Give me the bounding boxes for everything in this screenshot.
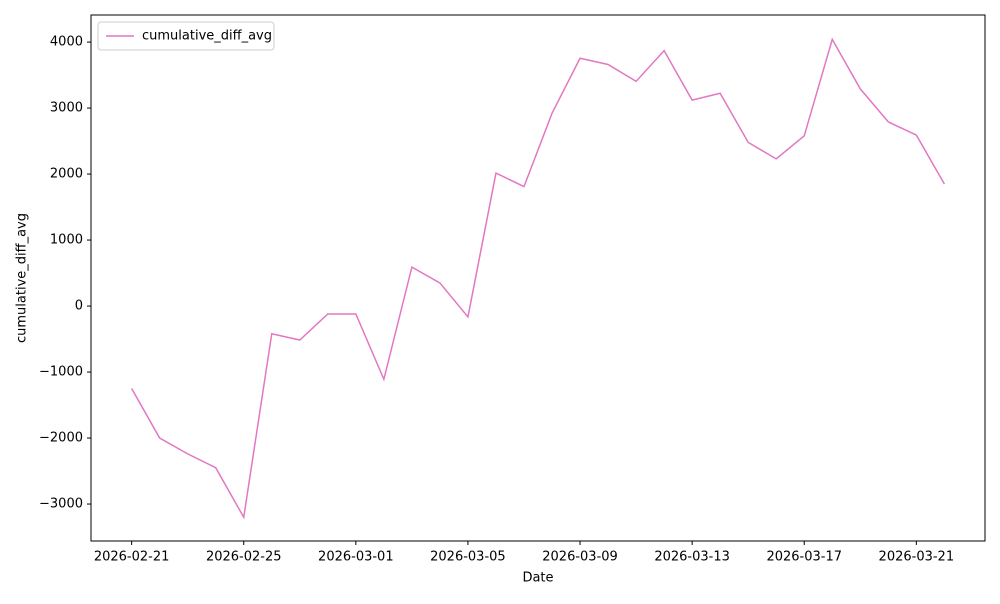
x-axis-label: Date — [522, 571, 553, 586]
y-tick-label: 4000 — [50, 35, 83, 50]
y-axis-label: cumulative_diff_avg — [15, 213, 30, 343]
plot-frame — [90, 14, 986, 542]
x-tick-label: 2026-03-13 — [654, 550, 730, 565]
y-tick-label: 0 — [75, 299, 83, 314]
x-tick-label: 2026-03-05 — [430, 550, 506, 565]
y-tick-label: 3000 — [50, 101, 83, 116]
y-tick-label: 1000 — [50, 233, 83, 248]
x-tick-label: 2026-03-17 — [766, 550, 842, 565]
legend-box — [97, 21, 275, 51]
x-tick-label: 2026-03-01 — [318, 550, 394, 565]
y-tick-label: 2000 — [50, 167, 83, 182]
data-line — [130, 37, 946, 520]
x-tick-label: 2026-02-25 — [206, 550, 282, 565]
x-tick-label: 2026-03-21 — [879, 550, 955, 565]
x-tick-label: 2026-03-09 — [542, 550, 618, 565]
legend-label: cumulative_diff_avg — [142, 29, 272, 44]
y-tick-label: −1000 — [39, 365, 83, 380]
y-tick-label: −2000 — [39, 431, 83, 446]
y-tick-label: −3000 — [39, 497, 83, 512]
x-tick-label: 2026-02-21 — [94, 550, 170, 565]
